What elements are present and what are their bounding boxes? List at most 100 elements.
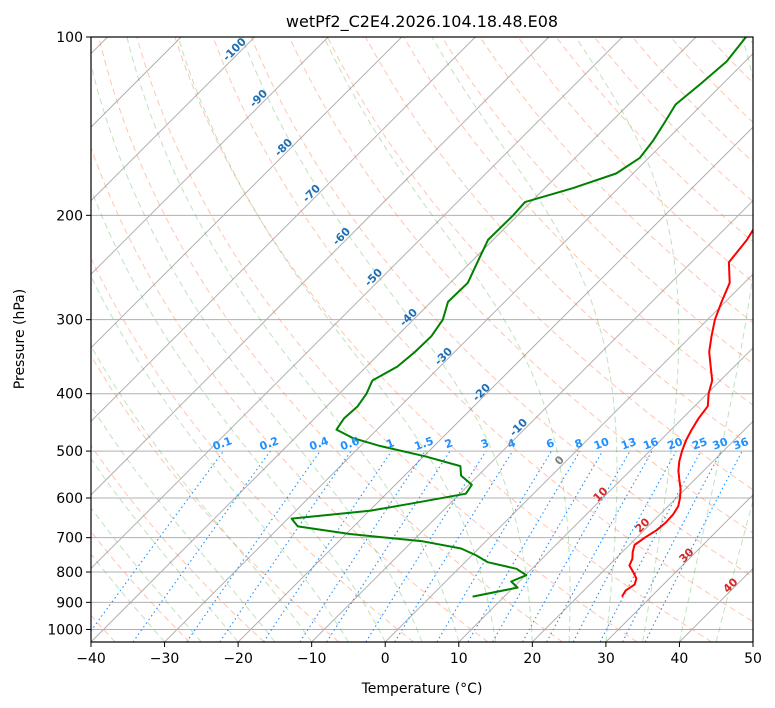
y-axis-title: Pressure (hPa) bbox=[12, 289, 28, 389]
line-labels: 0.1 0.2 0.4 0.6 1 1.5 2 3 4 6 8 10 13 16 20 25 30 36-100-… bbox=[211, 35, 751, 596]
dry-adiabat-label: -70 bbox=[300, 182, 323, 205]
mixing-ratio-line bbox=[436, 450, 552, 642]
mixing-ratio-label: 0.4 bbox=[308, 434, 331, 453]
y-tick-label: 300 bbox=[56, 313, 83, 329]
isotherm-line bbox=[384, 273, 753, 642]
chart-title: wetPf2_C2E4.2026.104.18.48.E08 bbox=[286, 12, 558, 32]
dry-adiabat bbox=[746, 37, 753, 44]
background-guides bbox=[91, 37, 753, 642]
mixing-ratio-label: 3 bbox=[479, 436, 491, 451]
moist-adiabat bbox=[91, 507, 202, 642]
x-tick-label: 10 bbox=[450, 651, 468, 667]
moist-adiabat bbox=[126, 37, 460, 642]
dry-adiabat-label: 0 bbox=[552, 453, 567, 468]
mixing-ratio-label: 36 bbox=[731, 435, 750, 453]
dry-adiabat bbox=[365, 37, 753, 448]
moist-adiabat bbox=[715, 498, 753, 642]
isotherm-line bbox=[605, 494, 753, 642]
dry-adiabat bbox=[91, 530, 190, 642]
mixing-ratio-label: 13 bbox=[619, 435, 638, 452]
moist-adiabat bbox=[91, 553, 165, 642]
mixing-ratio-line bbox=[365, 450, 487, 642]
isotherm-line bbox=[91, 37, 623, 570]
dry-adiabat-label: 20 bbox=[633, 515, 653, 535]
y-tick-label: 700 bbox=[56, 531, 83, 547]
mixing-ratio-label: 4 bbox=[506, 436, 518, 451]
x-tick-label: 0 bbox=[381, 651, 390, 667]
dry-adiabat bbox=[517, 37, 753, 283]
mixing-ratio-line bbox=[132, 450, 271, 642]
x-tick-label: −40 bbox=[76, 651, 106, 667]
x-axis-title: Temperature (°C) bbox=[361, 681, 483, 697]
y-tick-label: 100 bbox=[56, 30, 83, 46]
mixing-ratio-label: 2 bbox=[443, 436, 455, 451]
x-tick-label: −30 bbox=[150, 651, 180, 667]
isotherm-line bbox=[752, 641, 753, 642]
isotherm-line bbox=[311, 199, 753, 642]
moist-adiabat bbox=[431, 37, 618, 642]
mixing-ratio-label: 1.5 bbox=[413, 434, 436, 453]
sounding-profiles bbox=[290, 37, 753, 598]
dewpoint-profile bbox=[290, 37, 747, 598]
dry-adiabat bbox=[326, 37, 753, 491]
isotherm-line bbox=[164, 52, 753, 642]
dry-adiabat-label: -40 bbox=[397, 306, 420, 329]
mixing-ratio-line bbox=[219, 450, 352, 642]
isotherm-line bbox=[237, 126, 753, 642]
moist-adiabat bbox=[91, 275, 349, 642]
moist-adiabat bbox=[91, 404, 276, 642]
dry-adiabat bbox=[555, 37, 753, 243]
dry-adiabat bbox=[136, 37, 638, 642]
y-tick-label: 400 bbox=[56, 387, 83, 403]
isotherm-line bbox=[91, 37, 697, 642]
mixing-ratio-line bbox=[263, 450, 392, 642]
moist-adiabat bbox=[91, 457, 239, 642]
isotherm-line bbox=[458, 347, 753, 642]
dry-adiabat-label: -90 bbox=[247, 87, 270, 110]
mixing-ratio-line bbox=[326, 450, 451, 642]
isotherm-line bbox=[91, 37, 550, 496]
isotherm-line bbox=[91, 37, 403, 349]
mixing-ratio-label: 0.6 bbox=[338, 434, 361, 453]
y-tick-label: 600 bbox=[56, 491, 83, 507]
x-tick-label: 50 bbox=[744, 651, 762, 667]
x-tick-label: −10 bbox=[297, 651, 327, 667]
mixing-ratio-line bbox=[186, 450, 321, 642]
x-tick-label: 20 bbox=[523, 651, 541, 667]
temperature-profile bbox=[621, 227, 753, 598]
mixing-ratio-label: 0.1 bbox=[211, 434, 234, 453]
dry-adiabat bbox=[174, 37, 712, 642]
dry-adiabat bbox=[91, 257, 414, 642]
dry-adiabat-label: -80 bbox=[272, 136, 295, 159]
y-axis: 100 200 300 400 500 600 700 800 900 1000 bbox=[47, 30, 91, 638]
dry-adiabat bbox=[212, 37, 753, 623]
dry-adiabat-label: 40 bbox=[721, 575, 741, 595]
dry-adiabat-label: 30 bbox=[677, 545, 697, 565]
moist-adiabat bbox=[91, 345, 313, 642]
dry-adiabat bbox=[91, 444, 265, 642]
mixing-ratio-line bbox=[467, 450, 581, 642]
dry-adiabat bbox=[288, 37, 753, 534]
mixing-ratio-label: 25 bbox=[690, 435, 709, 452]
isotherm-line bbox=[91, 37, 256, 202]
mixing-ratio-label: 10 bbox=[592, 435, 611, 453]
moist-adiabat bbox=[91, 62, 423, 642]
moist-adiabat bbox=[91, 188, 386, 642]
dry-adiabat-label: -100 bbox=[220, 35, 249, 64]
moist-adiabat bbox=[575, 37, 680, 642]
isotherm-line bbox=[91, 37, 476, 423]
moist-adiabat bbox=[177, 37, 497, 642]
dry-adiabat bbox=[91, 354, 340, 642]
mixing-ratio-label: 8 bbox=[573, 436, 585, 451]
moist-adiabat bbox=[323, 37, 571, 642]
dry-adiabat-label: -30 bbox=[432, 345, 455, 368]
isotherm-line bbox=[531, 420, 753, 642]
dry-adiabat bbox=[403, 37, 753, 406]
dry-adiabat-label: -10 bbox=[507, 416, 530, 439]
mixing-ratio-label: 6 bbox=[544, 436, 556, 451]
dry-adiabat bbox=[632, 37, 753, 163]
mixing-ratio-label: 20 bbox=[666, 435, 685, 453]
dry-adiabat-label: -60 bbox=[330, 225, 353, 248]
y-tick-label: 1000 bbox=[47, 622, 83, 638]
